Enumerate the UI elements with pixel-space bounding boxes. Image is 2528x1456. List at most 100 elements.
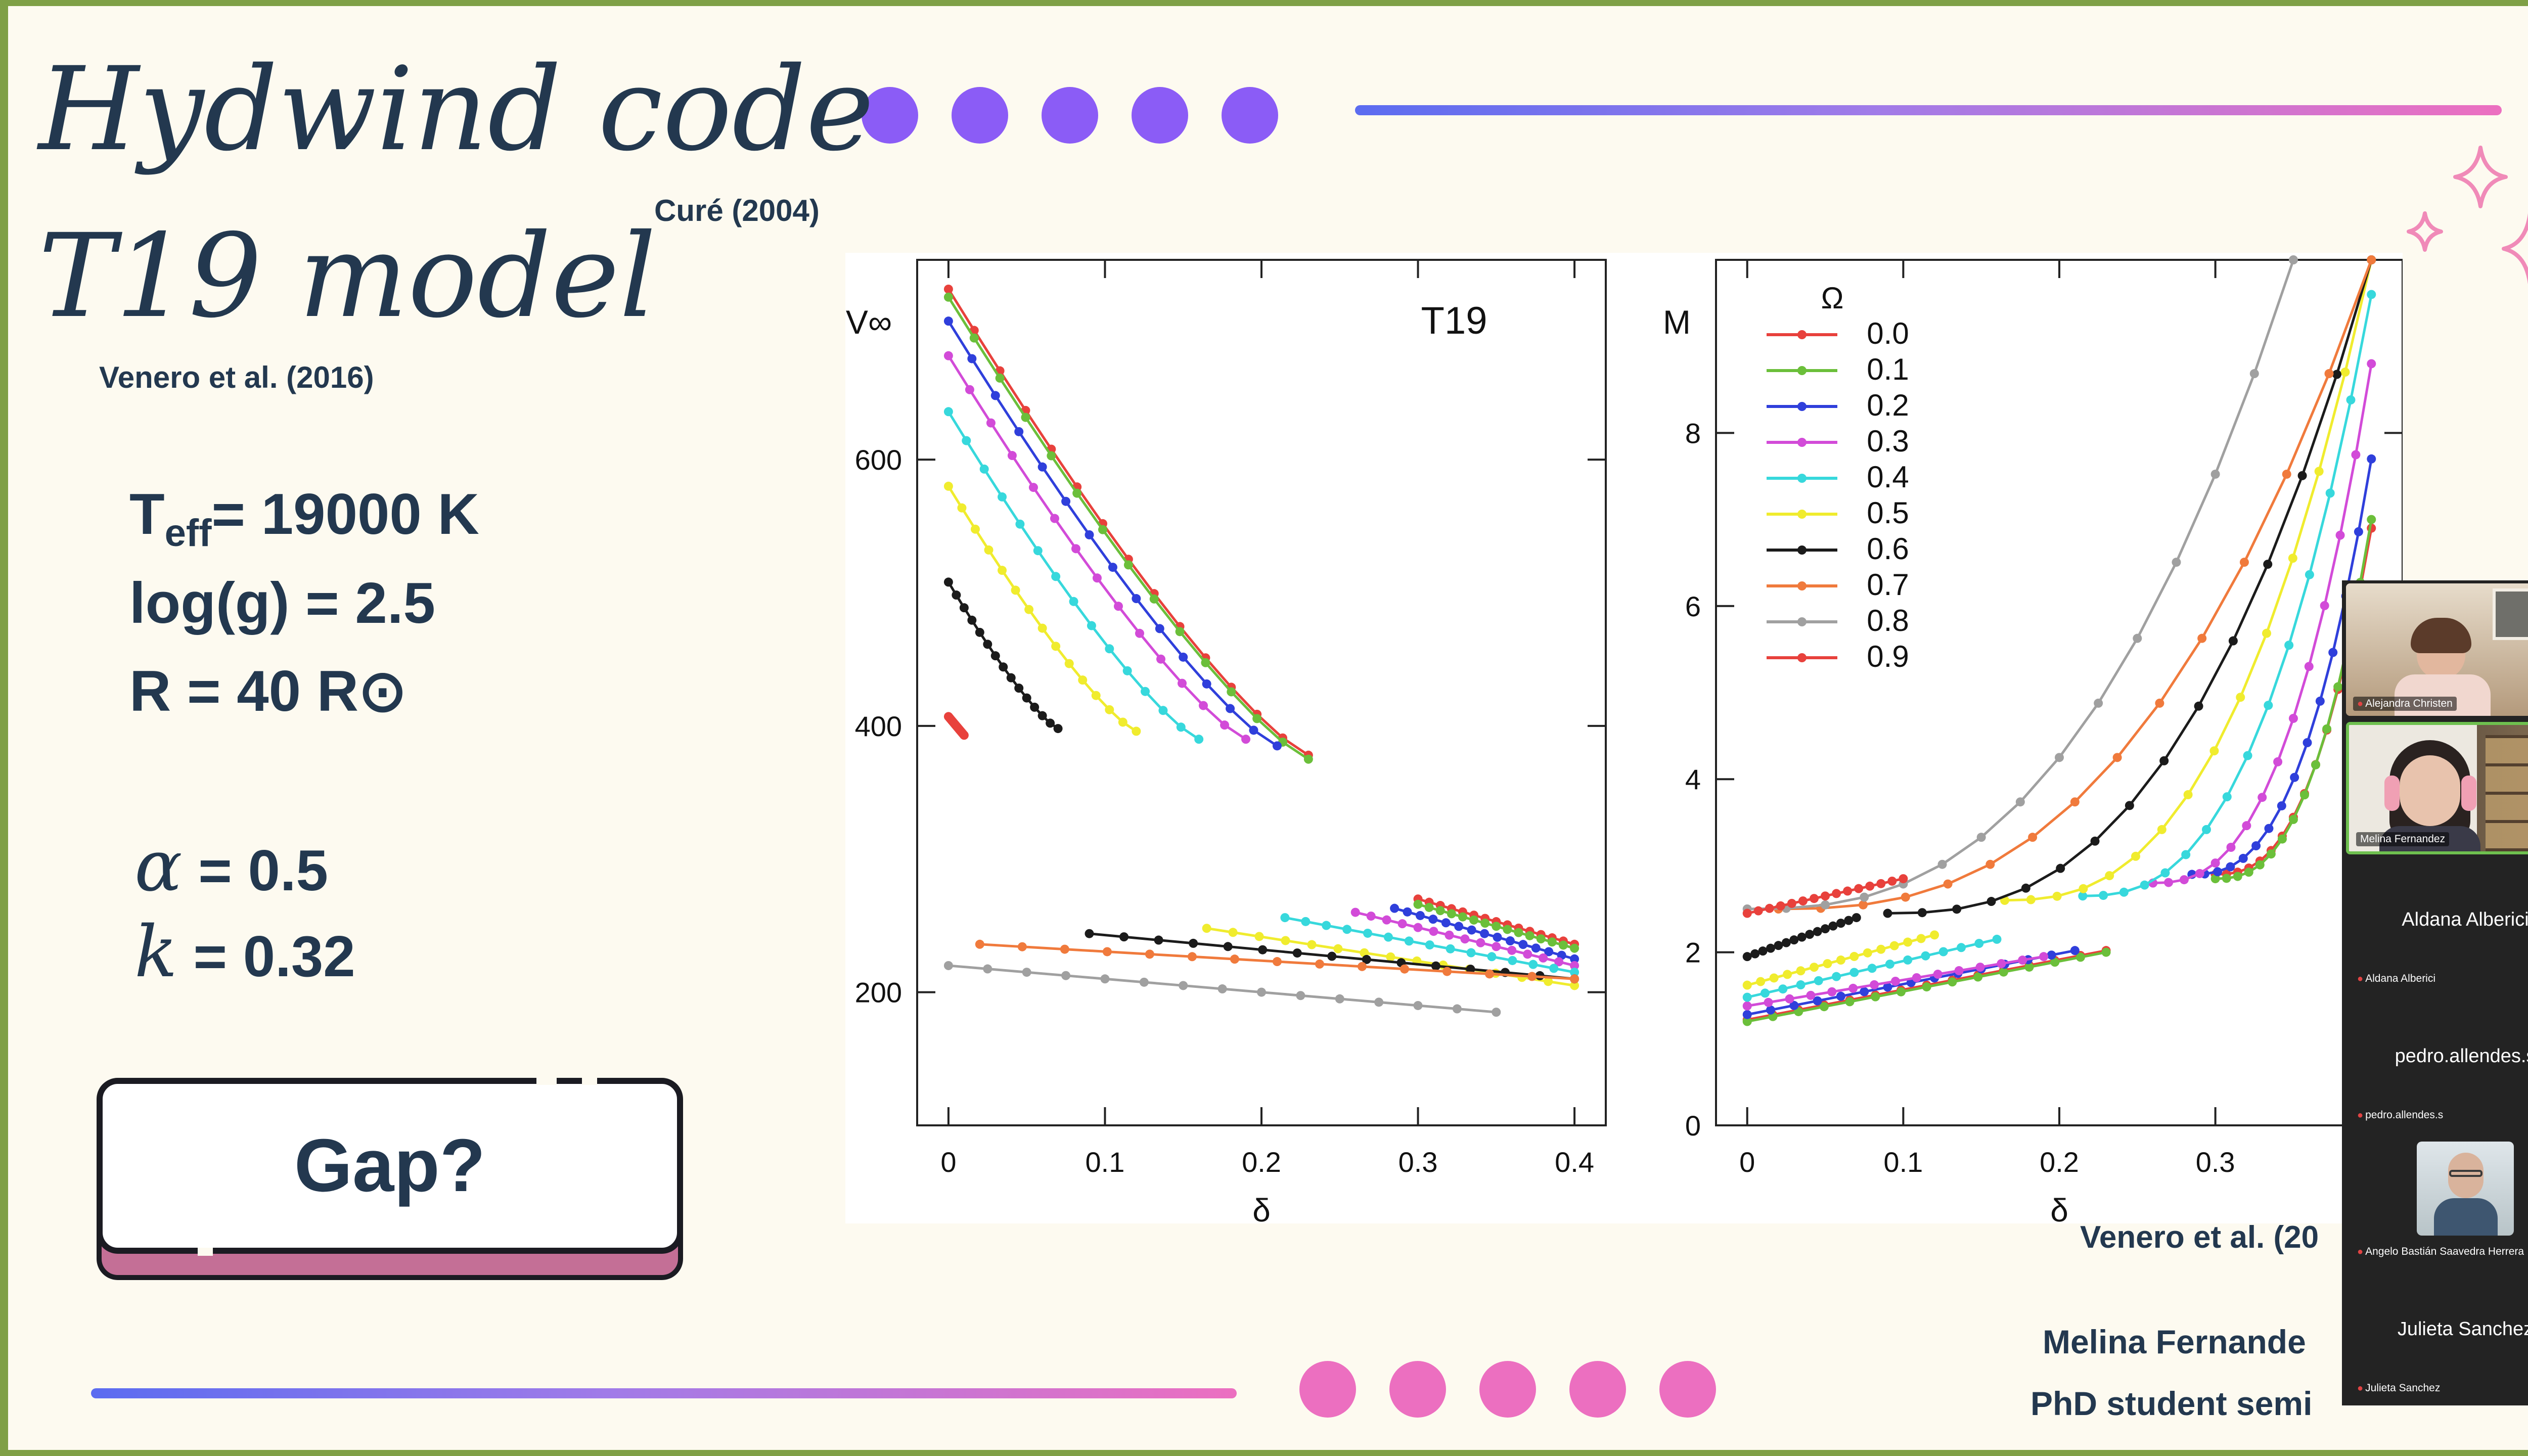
series-point — [2018, 956, 2027, 965]
decor-line-bottom — [91, 1388, 1237, 1398]
series-point — [2197, 633, 2207, 643]
series-point — [1954, 966, 1964, 976]
series-point — [1867, 964, 1877, 973]
decor-dot — [952, 87, 1008, 144]
series-point — [2340, 368, 2350, 377]
x-tick-label: 0.3 — [1398, 1146, 1438, 1178]
decor-dot — [1132, 87, 1188, 144]
series-point — [2264, 701, 2273, 710]
series-point — [1917, 908, 1927, 918]
series-point — [1570, 981, 1579, 990]
series-point — [1778, 984, 1788, 994]
series-point — [1011, 585, 1020, 595]
series-point — [1108, 563, 1117, 572]
series-point — [2228, 636, 2238, 646]
series-point — [2288, 713, 2298, 723]
series-point — [1843, 886, 1853, 896]
series-point — [2210, 874, 2220, 884]
series-point — [1865, 881, 1875, 891]
legend-label: 0.9 — [1867, 640, 1909, 673]
series-point — [1860, 987, 1869, 996]
series-point — [1889, 941, 1899, 950]
series-point — [2052, 891, 2062, 901]
series-point — [1363, 928, 1373, 938]
series-point — [999, 662, 1008, 672]
series-line — [947, 288, 1310, 756]
participant-tile[interactable]: Aldana Alberici ● Aldana Alberici — [2346, 858, 2528, 991]
series-point — [2243, 751, 2252, 760]
series-point — [2244, 868, 2253, 877]
series-point — [2094, 698, 2103, 708]
series-point — [959, 603, 969, 613]
series-point — [2047, 950, 2056, 960]
series-point — [983, 640, 992, 649]
legend-title: Ω — [1821, 281, 1844, 315]
series-point — [1549, 964, 1559, 973]
series-point — [2210, 469, 2220, 479]
series-point — [1912, 973, 1921, 982]
series-point — [998, 492, 1007, 502]
series-point — [1226, 704, 1235, 713]
series-point — [943, 284, 953, 294]
decor-dot — [1042, 87, 1098, 144]
series-point — [1832, 972, 1841, 981]
series-point — [1787, 898, 1796, 908]
decor-dot — [1222, 87, 1278, 144]
participant-tile[interactable]: pedro.allendes.s ● pedro.allendes.s — [2346, 995, 2528, 1127]
series-point — [969, 333, 979, 343]
series-point — [1819, 1002, 1829, 1012]
series-point — [2263, 560, 2273, 569]
series-point — [1015, 519, 1025, 529]
series-point — [1849, 951, 1859, 961]
series-point — [1570, 943, 1579, 953]
series-point — [2333, 682, 2343, 692]
participant-name-tag: ● Aldana Alberici — [2357, 973, 2436, 984]
series-point — [2288, 814, 2298, 824]
series-point — [2075, 952, 2085, 962]
decor-dot — [1299, 1361, 1356, 1418]
series-point — [1890, 976, 1900, 986]
series-point — [1539, 953, 1548, 963]
series-point — [1742, 980, 1752, 990]
series-point — [995, 373, 1005, 383]
participant-tile[interactable]: Melina Fernandez — [2346, 722, 2528, 854]
series-point — [1446, 944, 1455, 953]
y-axis-label: V∞ — [846, 303, 892, 341]
series-point — [1810, 963, 1819, 972]
series-point — [1997, 959, 2006, 969]
participant-tile[interactable]: ● Alejandra Christen — [2346, 583, 2528, 716]
slide: Hydwind code T19 model Curé (2004) Vener… — [8, 6, 2528, 1450]
series-point — [1280, 913, 1290, 923]
series-point — [1485, 969, 1495, 979]
legend-label: 0.3 — [1867, 424, 1909, 458]
participant-name-tag: Melina Fernandez — [2356, 832, 2450, 846]
series-point — [970, 524, 980, 534]
series-point — [1469, 915, 1479, 925]
series-point — [1413, 1000, 1423, 1010]
series-point — [1178, 678, 1187, 688]
series-point — [1896, 987, 1906, 996]
series-point — [1444, 930, 1454, 940]
participant-tile[interactable]: ● Angelo Bastián Saavedra Herrera — [2346, 1131, 2528, 1264]
footer-author: Melina Fernande — [2043, 1323, 2306, 1360]
series-point — [2202, 825, 2211, 834]
series-point — [2179, 875, 2189, 885]
series-point — [1156, 654, 1166, 664]
series-point — [2315, 696, 2325, 706]
series-point — [1442, 967, 1452, 976]
series-point — [1335, 994, 1344, 1004]
x-tick-label: 0.4 — [1555, 1146, 1594, 1178]
series-point — [1760, 988, 1770, 998]
y-tick-label: 200 — [855, 977, 902, 1009]
series-point — [1051, 642, 1061, 651]
series-point — [1053, 724, 1063, 734]
mic-muted-icon: ● — [2357, 1246, 2364, 1257]
series-point — [1814, 976, 1823, 985]
legend-label: 0.4 — [1867, 460, 1909, 494]
series-point — [1742, 952, 1752, 962]
participant-tile[interactable]: Julieta Sanchez ● Julieta Sanchez — [2346, 1268, 2528, 1400]
series-point — [1570, 974, 1579, 984]
series-point — [1431, 961, 1440, 971]
series-point — [1570, 954, 1579, 964]
series-point — [1078, 675, 1088, 685]
